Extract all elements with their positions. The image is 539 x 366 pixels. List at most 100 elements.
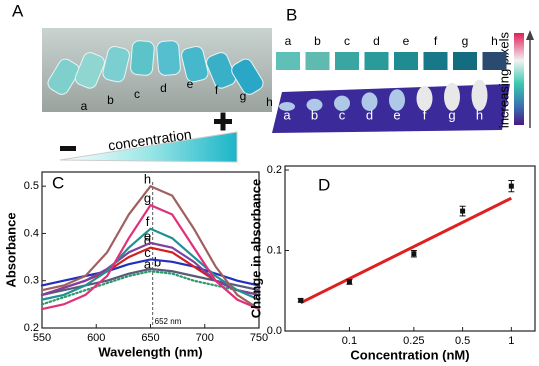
plus-sign <box>220 112 226 131</box>
tube <box>181 45 209 83</box>
point <box>411 251 417 257</box>
peak <box>416 86 433 111</box>
swatch-label: b <box>314 34 321 48</box>
swatch-label: d <box>373 34 380 48</box>
swatch <box>453 52 477 70</box>
colorbar-label: increasing pixels <box>496 31 511 128</box>
x-tick-label: 650 <box>141 332 159 344</box>
swatch-label: c <box>344 34 350 48</box>
swatch-label: e <box>403 34 410 48</box>
series-line <box>40 227 261 301</box>
series-label: f <box>146 214 150 229</box>
series-label: a <box>144 257 152 272</box>
x-tick-label: 750 <box>250 332 268 344</box>
series-label: d <box>144 233 151 248</box>
swatch <box>364 52 389 70</box>
series-label: b <box>154 254 161 269</box>
peak <box>444 82 460 111</box>
panel-label: C <box>52 173 64 192</box>
swatch <box>423 52 448 70</box>
tube <box>156 40 181 76</box>
series-line <box>40 267 261 297</box>
tube-label: e <box>187 77 194 91</box>
peak-label: b <box>311 107 318 122</box>
series-label: g <box>144 191 151 206</box>
colorbar <box>514 33 524 125</box>
x-tick-label: 0.5 <box>455 335 470 347</box>
tube-label: a <box>81 99 88 113</box>
peak-label: c <box>339 107 346 122</box>
panel-label: D <box>318 175 330 194</box>
point <box>508 183 514 189</box>
tube <box>102 45 130 83</box>
peak-label: h <box>476 107 483 122</box>
x-axis-label: Concentration (nM) <box>350 347 469 362</box>
y-tick-label: 0.4 <box>24 227 39 239</box>
x-axis-label: Wavelength (nm) <box>98 344 202 359</box>
swatch-label: a <box>285 34 292 48</box>
panel-label: A <box>12 1 24 20</box>
tube-label: d <box>160 81 167 95</box>
series-label: e <box>144 228 151 243</box>
x-tick-label: 600 <box>87 332 105 344</box>
y-tick-label: 0.1 <box>267 244 282 256</box>
y-tick-label: 0.3 <box>24 275 39 287</box>
series-label: h <box>144 172 151 187</box>
tube-label: b <box>107 93 114 107</box>
peak <box>334 95 350 112</box>
peak-label: e <box>393 107 400 122</box>
peak <box>306 98 323 111</box>
series-label: c <box>144 245 151 260</box>
gradient-wedge <box>59 131 238 163</box>
point <box>460 208 466 214</box>
tube <box>231 58 264 95</box>
peak <box>471 79 488 112</box>
peak <box>279 102 295 111</box>
swatch <box>482 52 507 70</box>
point <box>346 279 352 285</box>
tube-label: c <box>134 87 140 101</box>
panel-label: B <box>286 5 297 24</box>
x-tick-label: 0.1 <box>342 335 357 347</box>
tube <box>74 52 105 89</box>
swatch <box>394 52 418 70</box>
x-tick-label: 550 <box>33 332 51 344</box>
peak-label: g <box>448 107 455 122</box>
annotation: 652 nm <box>155 317 182 326</box>
swatch-label: h <box>491 34 498 48</box>
swatch <box>276 52 300 70</box>
point <box>298 297 304 303</box>
x-tick-label: 0.25 <box>403 335 424 347</box>
x-tick-label: 700 <box>196 332 214 344</box>
tube <box>130 40 155 76</box>
series-line <box>40 241 261 297</box>
peak <box>389 89 405 111</box>
series-line <box>40 203 261 311</box>
fit-line <box>300 196 513 305</box>
swatch <box>335 52 359 70</box>
series-line <box>40 184 261 311</box>
y-tick-label: 0.5 <box>24 180 39 192</box>
peak-label: d <box>366 107 373 122</box>
peak-label: f <box>423 107 427 122</box>
swatch-label: g <box>462 34 469 48</box>
tube-label: f <box>215 83 219 97</box>
y-tick-label: 0.0 <box>267 325 282 337</box>
y-tick-label: 0.2 <box>267 164 282 176</box>
y-axis-label: Change in absorbance <box>248 179 263 318</box>
plot-frame <box>284 165 536 332</box>
y-tick-label: 0.2 <box>24 322 39 334</box>
peak <box>361 92 378 111</box>
y-axis-label: Absorbance <box>3 212 18 287</box>
peak-label: a <box>283 107 291 122</box>
minus-sign <box>60 146 76 151</box>
arrow-head <box>526 30 534 40</box>
swatch <box>305 52 330 70</box>
tubes <box>47 40 264 95</box>
x-tick-label: 1 <box>508 335 514 347</box>
swatch-label: f <box>434 34 438 48</box>
tube <box>206 52 237 89</box>
tube <box>47 58 80 95</box>
